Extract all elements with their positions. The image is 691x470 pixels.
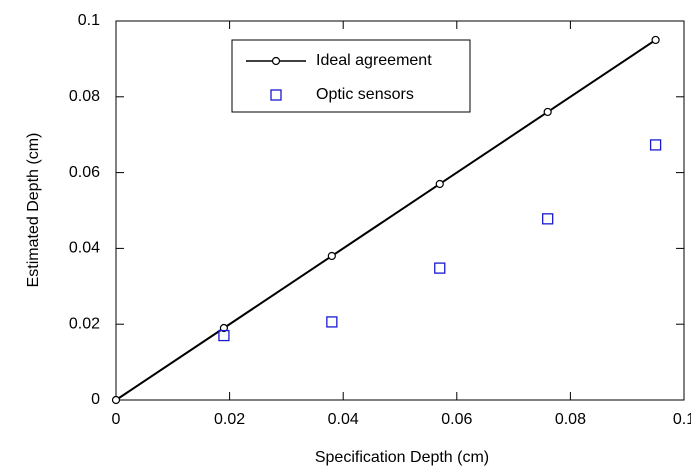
- series-line: [115, 39, 657, 401]
- x-tick-label: 0.06: [441, 411, 472, 428]
- x-tick-label: 0.1: [673, 411, 691, 428]
- marker: [326, 316, 338, 328]
- x-tick-label: 0.08: [555, 411, 586, 428]
- y-tick-label: 0.02: [69, 315, 100, 332]
- y-axis-label: Estimated Depth (cm): [25, 133, 42, 288]
- legend-marker: [271, 56, 281, 66]
- marker: [543, 107, 552, 117]
- marker: [327, 251, 336, 261]
- legend-marker: [270, 89, 282, 101]
- plot-frame: [115, 20, 685, 401]
- marker: [219, 323, 229, 333]
- y-tick-label: 0.08: [69, 88, 100, 105]
- legend-label: Ideal agreement: [316, 52, 432, 69]
- y-tick-label: 0.04: [69, 240, 100, 257]
- marker: [649, 139, 662, 151]
- x-axis-label: Specification Depth (cm): [315, 449, 489, 466]
- marker: [218, 329, 230, 342]
- marker: [435, 179, 444, 189]
- y-tick-label: 0: [91, 391, 100, 408]
- y-tick-label: 0.06: [69, 164, 100, 181]
- marker: [111, 395, 121, 405]
- y-tick-label: 0.1: [78, 12, 100, 29]
- x-tick-label: 0.02: [214, 411, 245, 428]
- marker: [434, 262, 446, 274]
- marker: [542, 213, 554, 225]
- x-tick-label: 0: [112, 411, 121, 428]
- x-tick-label: 0.04: [328, 411, 359, 428]
- legend-label: Optic sensors: [316, 86, 414, 103]
- marker: [651, 35, 660, 45]
